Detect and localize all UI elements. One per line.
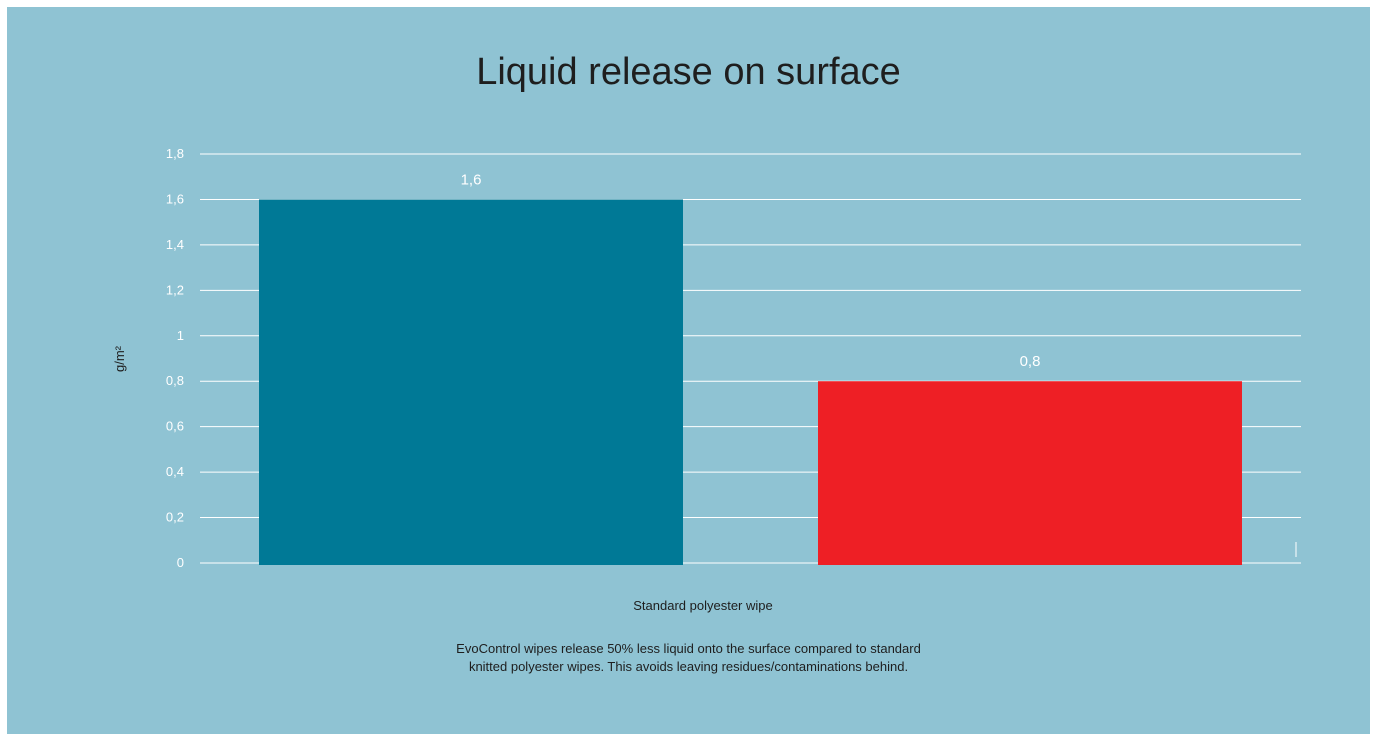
bar-2 (818, 381, 1242, 565)
chart-panel: Liquid release on surface 0 0,2 0,4 0,6 0,8 1… (7, 7, 1370, 734)
y-tick-label: 0 (177, 555, 184, 570)
data-labels: 1,6 0,8 (461, 171, 1041, 370)
y-tick-label: 0,8 (166, 373, 184, 388)
y-tick-label: 0,4 (166, 464, 184, 479)
caption-line-2: knitted polyester wipes. This avoids lea… (468, 659, 909, 674)
y-axis-ticks: 0 0,2 0,4 0,6 0,8 1 1,2 1,4 1,6 1,8 (166, 146, 184, 570)
x-axis-label: Standard polyester wipe (633, 598, 772, 613)
chart-plot: 0 0,2 0,4 0,6 0,8 1 1,2 1,4 1,6 1,8 1,6 0,8 g/m² S… (112, 146, 1301, 613)
caption-line-1: EvoControl wipes release 50% less liquid… (456, 641, 921, 656)
y-tick-label: 0,2 (166, 510, 184, 525)
chart-caption: EvoControl wipes release 50% less liquid… (7, 640, 1370, 676)
y-tick-label: 1 (177, 328, 184, 343)
y-tick-label: 0,6 (166, 419, 184, 434)
y-tick-label: 1,2 (166, 282, 184, 297)
y-tick-label: 1,8 (166, 146, 184, 161)
bar-value-label: 1,6 (461, 171, 482, 188)
bars (259, 199, 1242, 565)
bar-value-label: 0,8 (1020, 353, 1041, 370)
y-axis-label: g/m² (112, 345, 127, 372)
y-tick-label: 1,4 (166, 237, 184, 252)
y-tick-label: 1,6 (166, 191, 184, 206)
bar-1 (259, 199, 683, 565)
chart-title: Liquid release on surface (476, 51, 901, 93)
